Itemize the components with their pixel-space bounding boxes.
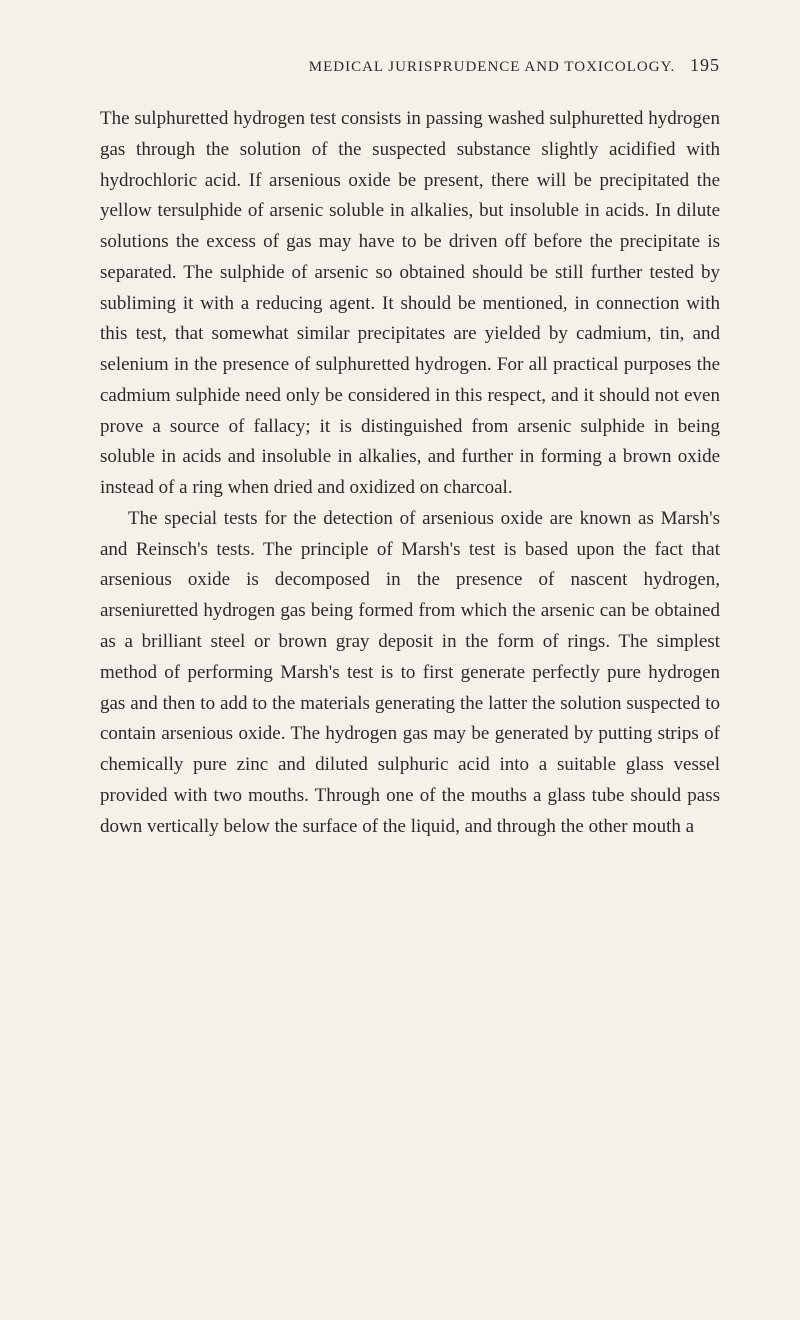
paragraph-2: The special tests for the detection of a… [100,504,720,842]
paragraph-1: The sulphuretted hydrogen test consists … [100,104,720,504]
header-title: MEDICAL JURISPRUDENCE AND TOXICOLOGY. [309,59,675,75]
page-header: MEDICAL JURISPRUDENCE AND TOXICOLOGY. 19… [100,55,720,76]
body-text: The sulphuretted hydrogen test consists … [100,104,720,842]
page-number: 195 [690,55,720,75]
page-container: MEDICAL JURISPRUDENCE AND TOXICOLOGY. 19… [100,55,720,1265]
